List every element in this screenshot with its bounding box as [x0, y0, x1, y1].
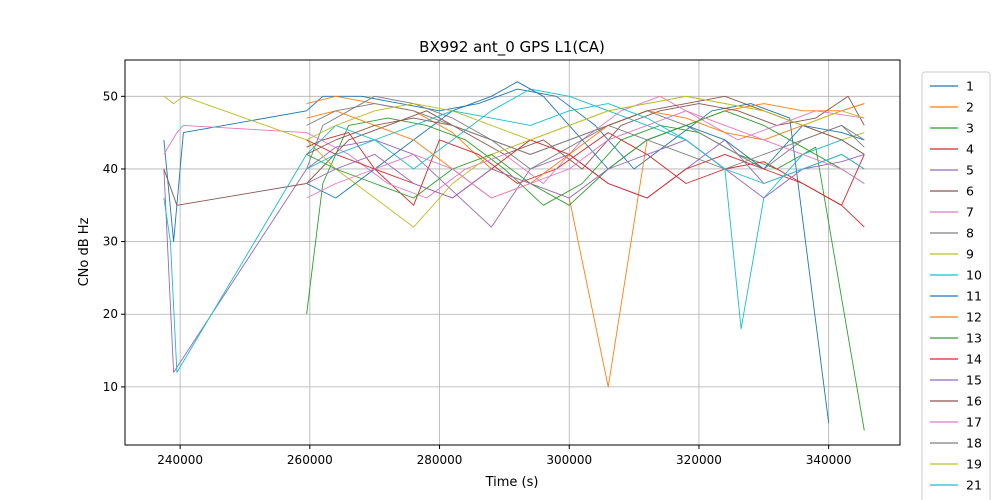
legend-label: 1: [966, 79, 974, 94]
y-tick-label: 50: [103, 89, 118, 103]
legend-label: 5: [966, 163, 974, 178]
y-tick-label: 40: [103, 162, 118, 176]
legend-box: [921, 71, 991, 500]
legend-label: 13: [966, 331, 982, 346]
axis-ticks: 240000 260000 280000 300000 320000 340000 10 20…: [103, 89, 852, 467]
x-tick-label: 240000: [157, 453, 203, 467]
legend-label: 2: [966, 100, 974, 115]
y-tick-label: 10: [103, 380, 118, 394]
series-line-19: [306, 95, 865, 141]
x-tick-label: 340000: [806, 453, 852, 467]
legend-label: 6: [966, 184, 974, 199]
legend-label: 16: [966, 394, 982, 409]
x-tick-label: 280000: [417, 453, 463, 467]
legend-label: 10: [966, 268, 982, 283]
series-line-21: [306, 103, 865, 184]
series-line-15: [306, 139, 865, 199]
y-axis-label: CNo dB Hz: [77, 217, 92, 286]
series-lines: [163, 81, 865, 431]
series-line-10: [163, 88, 865, 373]
legend-label: 15: [966, 373, 982, 388]
series-line-3: [306, 117, 865, 431]
chart-title: BX992 ant_0 GPS L1(CA): [419, 38, 605, 57]
legend-label: 21: [966, 478, 982, 493]
legend-label: 17: [966, 415, 982, 430]
legend-label: 8: [966, 226, 974, 241]
x-tick-label: 320000: [676, 453, 722, 467]
x-axis-label: Time (s): [485, 475, 539, 490]
series-line-6: [163, 95, 865, 206]
legend-label: 3: [966, 121, 974, 136]
legend-label: 11: [966, 289, 982, 304]
legend-label: 14: [966, 352, 982, 367]
y-tick-label: 30: [103, 235, 118, 249]
series-line-1: [163, 88, 830, 424]
legend-label: 12: [966, 310, 982, 325]
legend-label: 19: [966, 457, 982, 472]
series-line-8: [306, 95, 865, 170]
series-line-7: [163, 95, 865, 199]
legend-label: 9: [966, 247, 974, 262]
grid: [125, 60, 900, 445]
x-tick-label: 260000: [287, 453, 333, 467]
legend-label: 7: [966, 205, 974, 220]
y-tick-label: 20: [103, 307, 118, 321]
x-tick-label: 300000: [546, 453, 592, 467]
legend-label: 4: [966, 142, 974, 157]
series-line-13: [306, 110, 865, 206]
plot-frame: [124, 59, 901, 446]
legend-label: 18: [966, 436, 982, 451]
